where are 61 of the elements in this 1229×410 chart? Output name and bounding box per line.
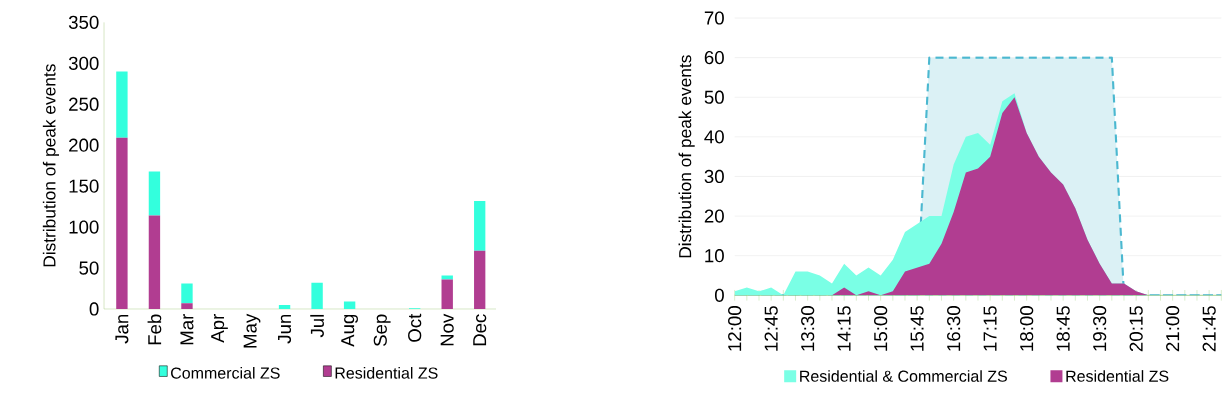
bar	[474, 200, 486, 251]
x-tick-label: Mar	[180, 314, 194, 345]
x-tick-label: Jan	[115, 314, 129, 344]
x-tick-label: Sep	[373, 314, 391, 347]
x-tick-label: 13:30	[801, 306, 815, 351]
legend-label: Commercial ZS	[171, 367, 280, 379]
y-tick-label: 0	[89, 302, 99, 316]
y-tick-label: 150	[69, 179, 99, 193]
bar	[441, 279, 453, 309]
y-tick-label: 10	[705, 249, 724, 263]
x-tick-label: Dec	[473, 314, 487, 346]
bar	[474, 250, 486, 309]
y-tick-label: 100	[69, 220, 99, 234]
y-tick-label: 70	[704, 11, 724, 25]
bar	[116, 71, 128, 138]
y-tick-label: 50	[79, 261, 99, 275]
y-tick-label: 30	[704, 169, 724, 184]
bar	[181, 283, 193, 304]
y-axis-title: Distribution of peak events	[42, 64, 60, 267]
x-tick-label: 18:45	[1056, 306, 1070, 351]
bar	[116, 137, 128, 309]
x-tick-label: 15:45	[910, 306, 924, 351]
legend-label: Residential ZS	[1066, 370, 1169, 382]
y-tick-label: 350	[68, 15, 99, 29]
x-tick-label: Jun	[278, 314, 292, 344]
bar	[181, 303, 193, 309]
y-tick-label: 50	[704, 90, 724, 104]
bar	[311, 282, 323, 309]
x-tick-label: Nov	[440, 313, 454, 346]
bar	[278, 304, 291, 309]
x-tick-label: 12:45	[764, 306, 778, 351]
y-tick-label: 60	[704, 51, 724, 65]
bar	[441, 275, 453, 280]
y-tick-label: 40	[704, 130, 724, 144]
x-tick-label: 15:00	[874, 306, 888, 351]
x-tick-label: Oct	[408, 313, 422, 342]
x-tick-label: Feb	[147, 314, 162, 345]
legend-label: Residential & Commercial ZS	[800, 370, 1007, 382]
x-tick-label: 20:15	[1129, 306, 1143, 352]
y-tick-label: 300	[68, 56, 99, 70]
y-axis-title: Distribution of peak events	[678, 55, 695, 258]
bar	[148, 215, 161, 309]
x-tick-label: Aug	[341, 314, 358, 347]
x-tick-label: 21:45	[1202, 306, 1216, 352]
x-tick-label: May	[243, 313, 261, 348]
x-tick-label: 19:30	[1093, 306, 1107, 351]
y-tick-label: 250	[69, 97, 99, 111]
x-tick-label: Apr	[211, 314, 228, 343]
x-tick-label: 21:00	[1166, 306, 1180, 352]
legend-label: Residential ZS	[335, 367, 438, 379]
y-tick-label: 20	[704, 209, 724, 223]
x-tick-label: 12:00	[728, 306, 742, 351]
x-tick-label: 17:15	[983, 306, 997, 351]
bar	[343, 301, 356, 309]
y-tick-label: 0	[714, 288, 724, 302]
x-tick-label: 16:30	[947, 306, 961, 351]
x-tick-label: Jul	[310, 314, 324, 338]
bar	[148, 171, 161, 216]
x-tick-label: 14:15	[837, 306, 851, 351]
y-tick-label: 200	[69, 138, 99, 152]
x-tick-label: 18:00	[1020, 306, 1034, 351]
